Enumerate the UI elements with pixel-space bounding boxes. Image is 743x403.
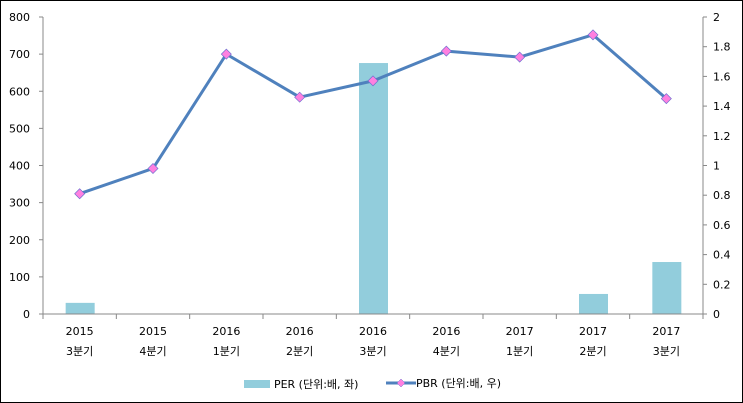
- legend-line-swatch: [385, 378, 416, 388]
- legend-item-pbr: PBR (단위:배, 우): [385, 375, 502, 391]
- right-tick-label: 1.8: [713, 41, 731, 54]
- per-bar: [359, 63, 388, 314]
- left-tick-label: 600: [9, 85, 30, 98]
- left-tick-label: 200: [9, 234, 30, 247]
- x-tick-label-year: 2017: [579, 325, 607, 338]
- x-tick-label-year: 2015: [66, 325, 94, 338]
- right-tick-label: 0.4: [713, 249, 731, 262]
- legend-label-per: PER (단위:배, 좌): [273, 378, 359, 391]
- x-tick-label-quarter: 4분기: [139, 345, 166, 358]
- left-tick-label: 500: [9, 122, 30, 135]
- per-bar: [65, 302, 95, 314]
- left-tick-label: 700: [9, 48, 30, 61]
- x-tick-label-year: 2017: [506, 325, 534, 338]
- left-tick-label: 400: [9, 160, 30, 173]
- x-tick-label-year: 2016: [359, 325, 387, 338]
- x-tick-label-quarter: 1분기: [213, 345, 240, 358]
- pbr-marker: [74, 188, 86, 200]
- right-tick-label: 1.2: [713, 130, 731, 143]
- pbr-marker: [220, 48, 232, 60]
- legend-bar-swatch: [243, 380, 270, 388]
- combo-chart: 0 100 200 300 400 500 600 700 800 0 0.2 0.4 0.6 0.8 1 1…: [9, 11, 731, 358]
- x-tick-label-quarter: 2분기: [286, 345, 313, 358]
- right-tick-label: 1: [713, 160, 720, 173]
- x-tick-label-year: 2016: [432, 325, 460, 338]
- per-bar: [652, 262, 682, 314]
- x-tick-label-quarter: 4분기: [433, 345, 460, 358]
- right-tick-label: 0.8: [713, 189, 731, 202]
- right-tick-label: 0.2: [713, 278, 731, 291]
- x-tick-label-quarter: 1분기: [506, 345, 533, 358]
- legend-label-pbr: PBR (단위:배, 우): [415, 377, 502, 390]
- left-tick-label: 800: [9, 11, 30, 24]
- x-tick-label-year: 2016: [212, 325, 240, 338]
- x-tick-label-quarter: 2분기: [579, 345, 606, 358]
- x-tick-label-quarter: 3분기: [359, 345, 386, 358]
- pbr-marker: [147, 162, 159, 174]
- right-tick-label: 1.4: [713, 100, 731, 113]
- x-tick-label-year: 2015: [139, 325, 167, 338]
- right-tick-label: 0.6: [713, 219, 731, 232]
- legend-item-per: PER (단위:배, 좌): [243, 376, 359, 392]
- pbr-marker: [294, 91, 306, 103]
- left-tick-label: 300: [9, 197, 30, 210]
- per-bar: [579, 293, 608, 314]
- pbr-marker: [660, 93, 672, 105]
- left-tick-label: 100: [9, 271, 30, 284]
- legend: PER (단위:배, 좌) PBR (단위:배, 우): [1, 375, 743, 392]
- pbr-marker: [367, 75, 379, 87]
- left-tick-label: 0: [23, 308, 30, 321]
- right-tick-label: 0: [713, 308, 720, 321]
- right-tick-label: 2: [713, 11, 720, 24]
- x-tick-label-year: 2016: [286, 325, 314, 338]
- x-tick-label-year: 2017: [652, 325, 680, 338]
- pbr-marker: [587, 29, 599, 41]
- x-tick-label-quarter: 3분기: [66, 345, 93, 358]
- pbr-marker: [514, 51, 526, 63]
- pbr-marker: [440, 45, 452, 57]
- right-tick-label: 1.6: [713, 70, 731, 83]
- x-tick-label-quarter: 3분기: [653, 345, 680, 358]
